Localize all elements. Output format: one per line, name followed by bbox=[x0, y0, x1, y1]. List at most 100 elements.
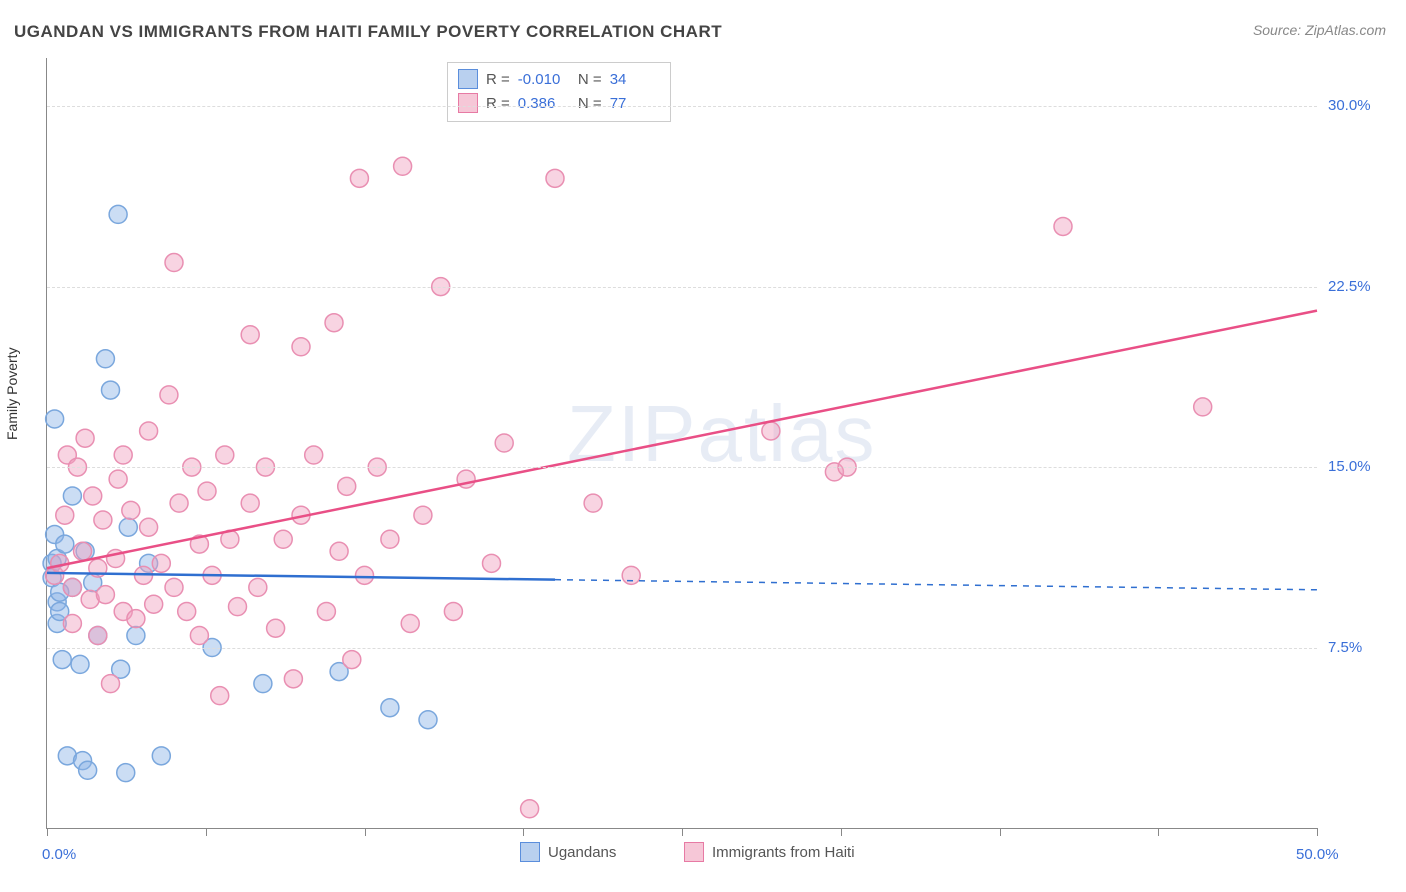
data-point bbox=[74, 542, 92, 560]
data-point bbox=[267, 619, 285, 637]
y-tick-label: 30.0% bbox=[1328, 97, 1371, 114]
data-point bbox=[127, 610, 145, 628]
data-point bbox=[76, 429, 94, 447]
data-point bbox=[79, 761, 97, 779]
legend-row: R =0.386 N =77 bbox=[458, 91, 658, 115]
data-point bbox=[284, 670, 302, 688]
gridline bbox=[47, 287, 1317, 288]
data-point bbox=[102, 381, 120, 399]
data-point bbox=[63, 578, 81, 596]
data-point bbox=[198, 482, 216, 500]
data-point bbox=[381, 699, 399, 717]
data-point bbox=[96, 350, 114, 368]
x-tick bbox=[206, 828, 207, 836]
y-tick-label: 7.5% bbox=[1328, 639, 1362, 656]
data-point bbox=[330, 542, 348, 560]
source-attribution: Source: ZipAtlas.com bbox=[1253, 22, 1386, 38]
x-tick bbox=[365, 828, 366, 836]
x-tick bbox=[523, 828, 524, 836]
data-point bbox=[356, 566, 374, 584]
legend-row: R = -0.010 N = 34 bbox=[458, 67, 658, 91]
legend-swatch bbox=[520, 842, 540, 862]
data-point bbox=[338, 477, 356, 495]
data-point bbox=[1194, 398, 1212, 416]
data-point bbox=[152, 554, 170, 572]
legend-n-value: 34 bbox=[610, 71, 658, 88]
series-legend-label: Immigrants from Haiti bbox=[712, 844, 855, 861]
correlation-legend: R = -0.010 N = 34R = 0.386 N = 77 bbox=[447, 62, 671, 122]
y-tick-label: 15.0% bbox=[1328, 458, 1371, 475]
data-point bbox=[241, 326, 259, 344]
data-point bbox=[109, 470, 127, 488]
data-point bbox=[56, 506, 74, 524]
x-axis-min-label: 0.0% bbox=[42, 846, 76, 863]
y-axis-label: Family Poverty bbox=[4, 347, 20, 440]
legend-r-label: R = bbox=[486, 71, 510, 88]
data-point bbox=[521, 800, 539, 818]
gridline bbox=[47, 648, 1317, 649]
data-point bbox=[414, 506, 432, 524]
trend-line bbox=[47, 311, 1317, 568]
data-point bbox=[96, 586, 114, 604]
series-legend-label: Ugandans bbox=[548, 844, 616, 861]
legend-n-label: N = bbox=[574, 71, 602, 88]
data-point bbox=[216, 446, 234, 464]
data-point bbox=[89, 627, 107, 645]
gridline bbox=[47, 467, 1317, 468]
x-tick bbox=[47, 828, 48, 836]
x-tick bbox=[1158, 828, 1159, 836]
data-point bbox=[190, 627, 208, 645]
data-point bbox=[56, 535, 74, 553]
data-point bbox=[317, 602, 335, 620]
series-legend-item: Immigrants from Haiti bbox=[684, 842, 855, 862]
legend-r-value: 0.386 bbox=[518, 95, 566, 112]
data-point bbox=[394, 157, 412, 175]
data-point bbox=[71, 655, 89, 673]
data-point bbox=[127, 627, 145, 645]
data-point bbox=[165, 254, 183, 272]
data-point bbox=[249, 578, 267, 596]
legend-r-value: -0.010 bbox=[518, 71, 566, 88]
data-point bbox=[53, 651, 71, 669]
data-point bbox=[495, 434, 513, 452]
data-point bbox=[419, 711, 437, 729]
trend-line bbox=[47, 573, 555, 580]
data-point bbox=[63, 614, 81, 632]
plot-area: ZIPatlas R =-0.010 N =34R =0.386 N =77 bbox=[46, 58, 1317, 829]
data-point bbox=[292, 338, 310, 356]
data-point bbox=[109, 205, 127, 223]
data-point bbox=[622, 566, 640, 584]
data-point bbox=[114, 446, 132, 464]
gridline bbox=[47, 106, 1317, 107]
data-point bbox=[274, 530, 292, 548]
data-point bbox=[546, 169, 564, 187]
scatter-svg bbox=[47, 58, 1317, 828]
data-point bbox=[122, 501, 140, 519]
data-point bbox=[211, 687, 229, 705]
data-point bbox=[325, 314, 343, 332]
data-point bbox=[229, 598, 247, 616]
x-tick bbox=[1317, 828, 1318, 836]
data-point bbox=[254, 675, 272, 693]
series-legend-item: Ugandans bbox=[520, 842, 616, 862]
legend-n-label: N = bbox=[574, 95, 602, 112]
data-point bbox=[165, 578, 183, 596]
data-point bbox=[178, 602, 196, 620]
data-point bbox=[1054, 217, 1072, 235]
data-point bbox=[483, 554, 501, 572]
x-tick bbox=[1000, 828, 1001, 836]
data-point bbox=[170, 494, 188, 512]
x-tick bbox=[841, 828, 842, 836]
data-point bbox=[140, 518, 158, 536]
data-point bbox=[46, 410, 64, 428]
data-point bbox=[444, 602, 462, 620]
data-point bbox=[350, 169, 368, 187]
legend-n-value: 77 bbox=[610, 95, 658, 112]
legend-swatch bbox=[458, 69, 478, 89]
data-point bbox=[401, 614, 419, 632]
data-point bbox=[145, 595, 163, 613]
chart-title: UGANDAN VS IMMIGRANTS FROM HAITI FAMILY … bbox=[14, 22, 722, 42]
x-axis-max-label: 50.0% bbox=[1296, 846, 1339, 863]
data-point bbox=[84, 487, 102, 505]
data-point bbox=[343, 651, 361, 669]
